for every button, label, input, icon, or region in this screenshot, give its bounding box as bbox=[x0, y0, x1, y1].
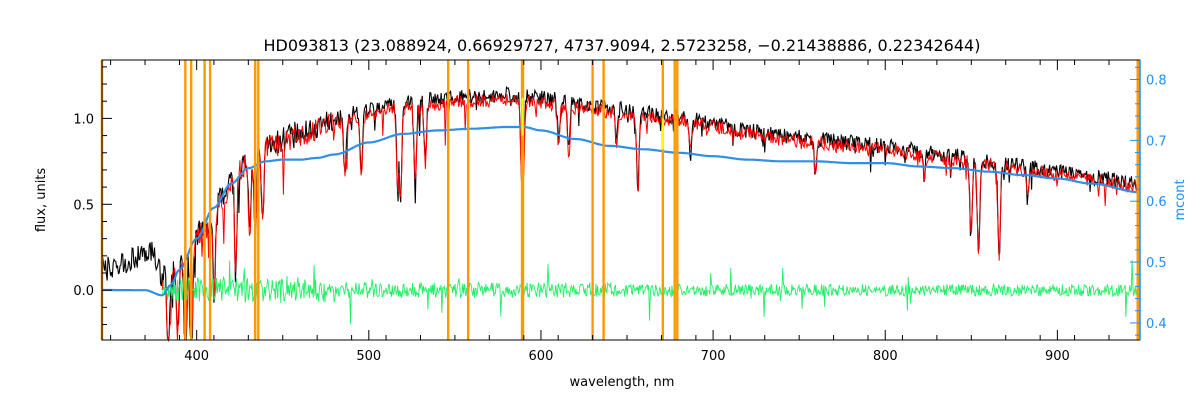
y2-tick-label: 0.5 bbox=[1146, 256, 1167, 271]
x-tick-label: 900 bbox=[1045, 349, 1070, 364]
chart-title: HD093813 (23.088924, 0.66929727, 4737.90… bbox=[264, 36, 981, 55]
y-tick-label: 0.0 bbox=[73, 284, 94, 299]
x-tick-label: 700 bbox=[701, 349, 726, 364]
y2-tick-label: 0.6 bbox=[1146, 195, 1167, 210]
x-axis-label: wavelength, nm bbox=[570, 375, 675, 390]
continuum-line bbox=[102, 125, 1141, 297]
x-tick-label: 500 bbox=[356, 349, 381, 364]
y2-tick-label: 0.7 bbox=[1146, 134, 1167, 149]
axes: 400 500 600 700 800 900 0.0 0.5 1.0 0.4 0.5 0.6 0.7 0… bbox=[73, 59, 1167, 364]
x-tick-label: 800 bbox=[873, 349, 898, 364]
y2-tick-label: 0.8 bbox=[1146, 73, 1167, 88]
x-tick-label: 600 bbox=[529, 349, 554, 364]
y-tick-label: 1.0 bbox=[73, 112, 94, 127]
y-axis-label: flux, units bbox=[34, 168, 49, 233]
y2-axis-label: mcont bbox=[1173, 179, 1188, 220]
x-tick-label: 400 bbox=[184, 349, 209, 364]
residual-line bbox=[161, 260, 1141, 325]
y-tick-label: 0.5 bbox=[73, 198, 94, 213]
model-spectrum-line bbox=[161, 94, 1140, 341]
y2-tick-label: 0.4 bbox=[1146, 317, 1167, 332]
